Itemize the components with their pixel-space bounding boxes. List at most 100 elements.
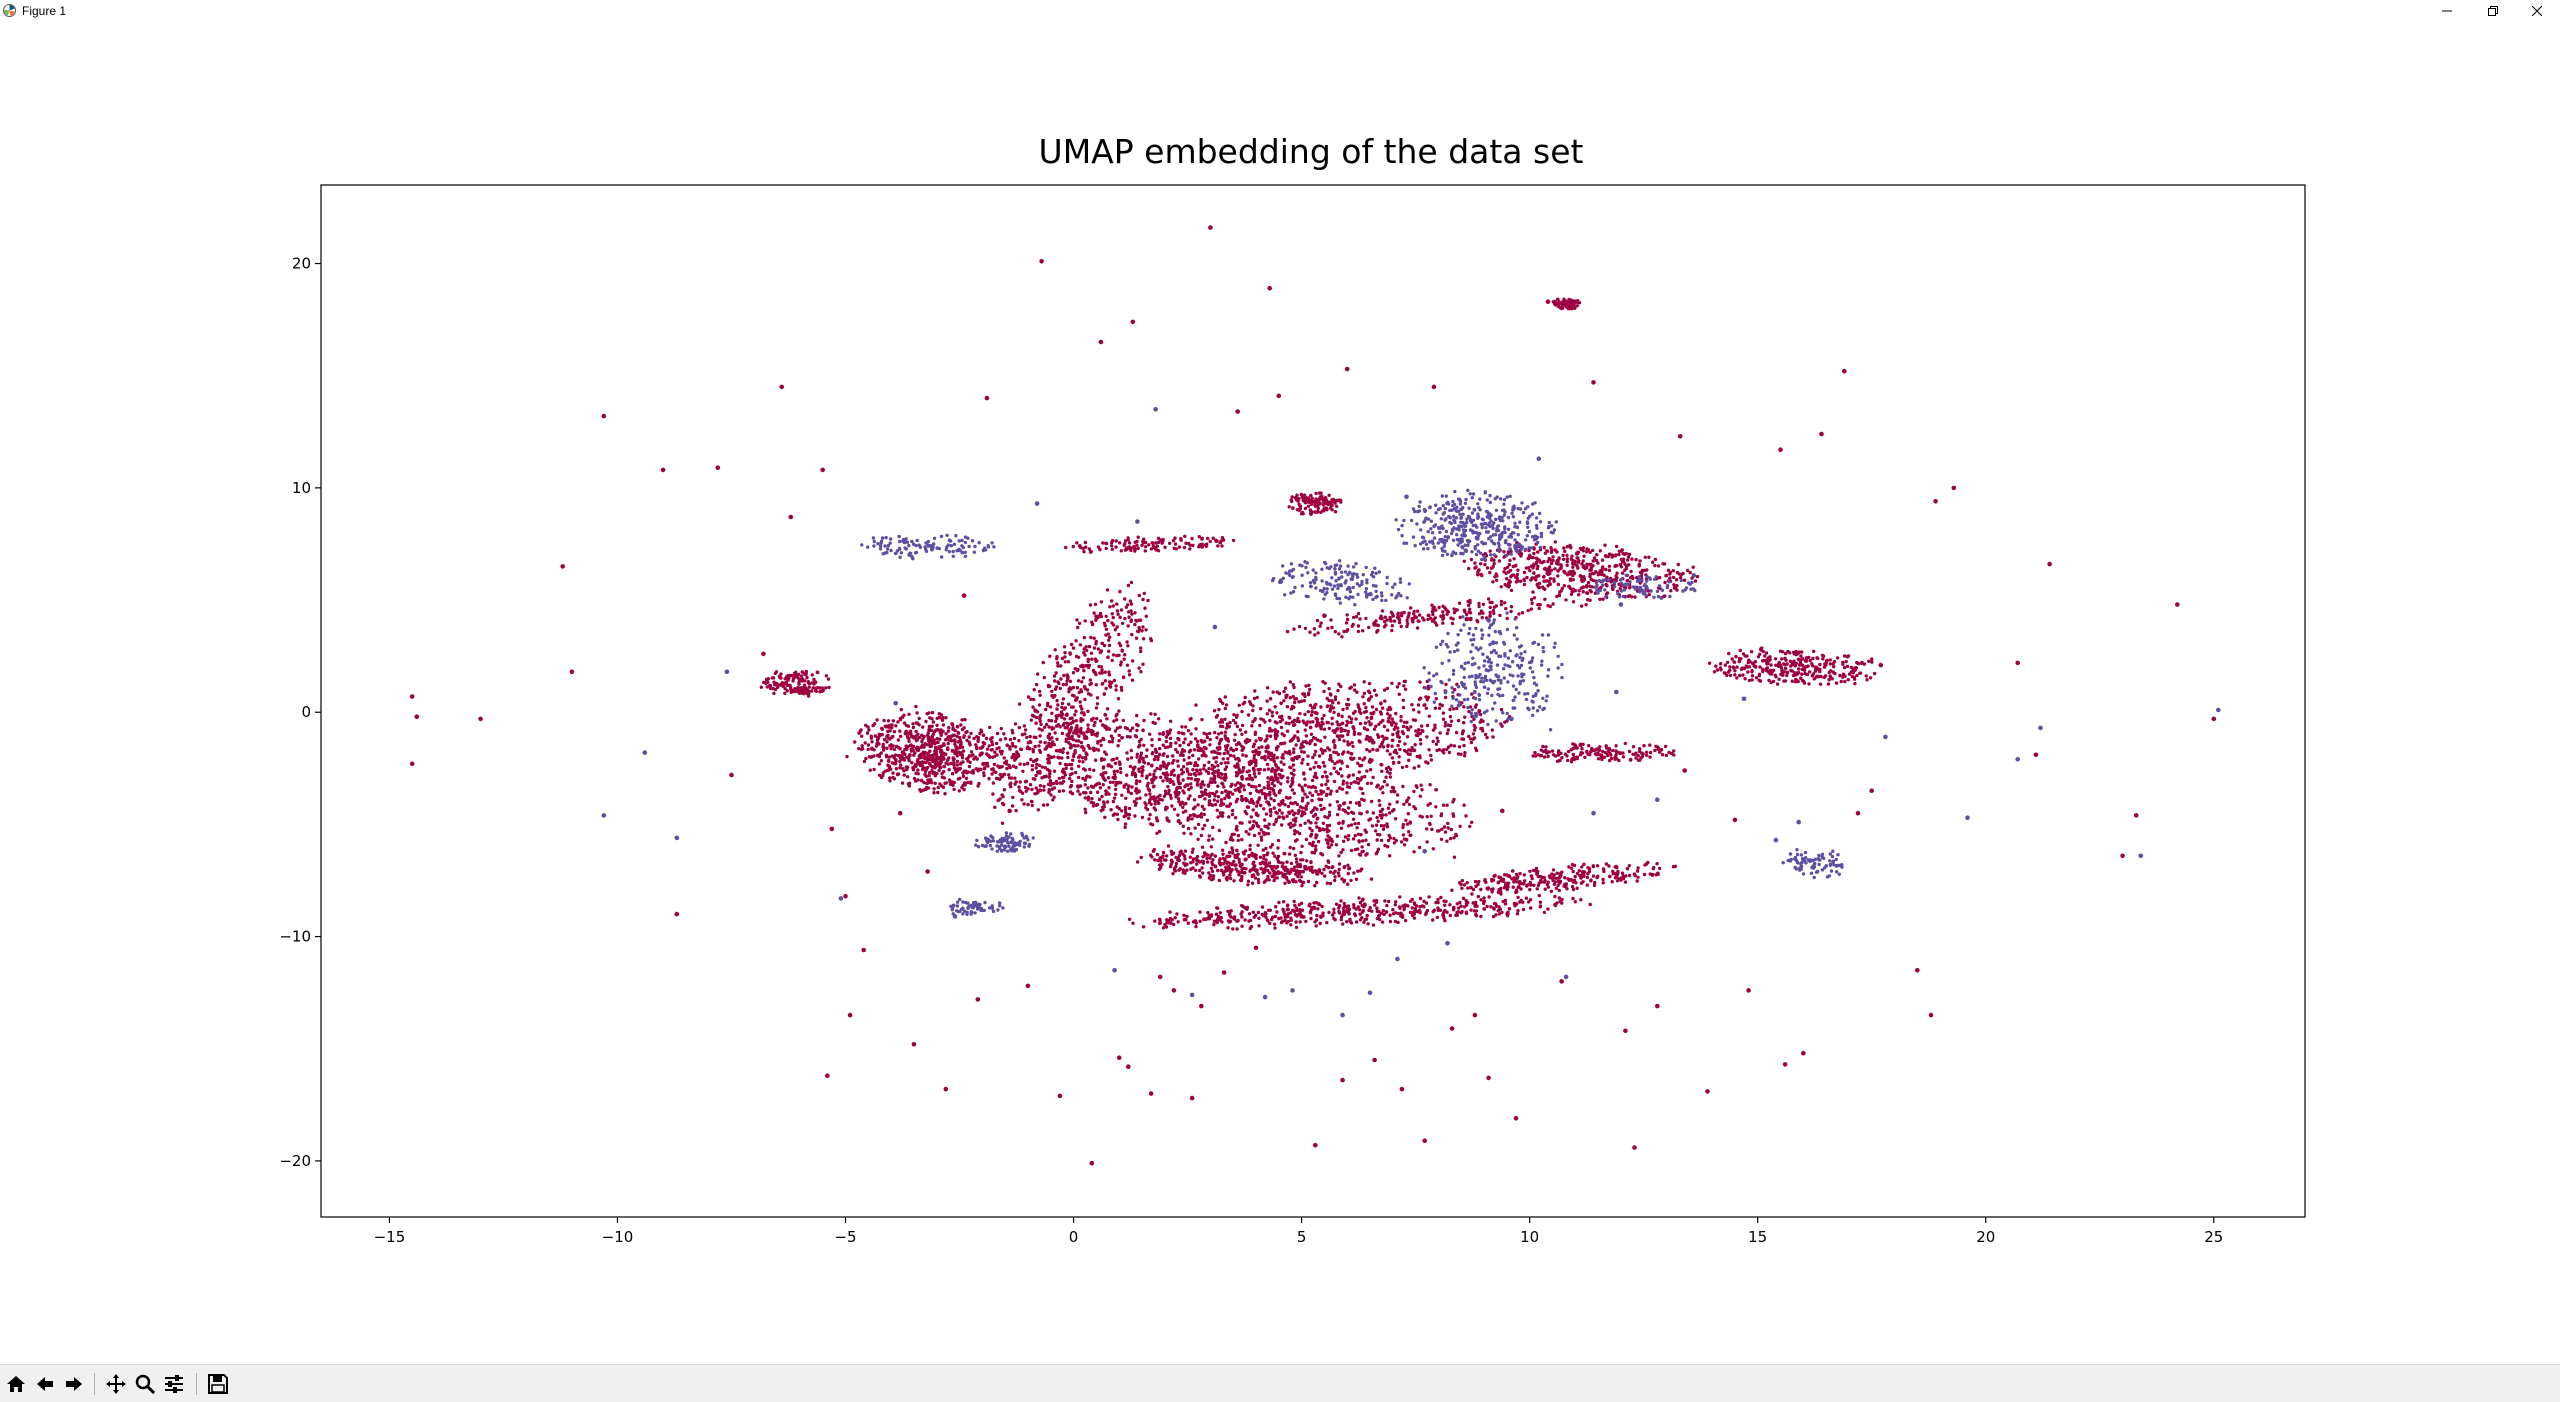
cluster-point [947, 768, 951, 772]
cluster-point [1294, 816, 1298, 820]
cluster-point [1369, 781, 1374, 785]
cluster-point [1176, 813, 1180, 817]
cluster-point [1367, 720, 1371, 724]
cluster-point [997, 746, 1001, 750]
cluster-point [1066, 755, 1070, 760]
cluster-point [1086, 798, 1091, 802]
cluster-point [1478, 712, 1483, 717]
cluster-point [1511, 869, 1515, 873]
cluster-point [1264, 846, 1268, 851]
cluster-point [935, 723, 939, 727]
cluster-point [1277, 808, 1282, 812]
cluster-point [1326, 704, 1330, 708]
cluster-point [1535, 871, 1540, 876]
cluster-point [1143, 606, 1147, 610]
cluster-point [1441, 913, 1445, 917]
cluster-point [1330, 759, 1334, 763]
cluster-point [1290, 720, 1294, 724]
cluster-point [1137, 625, 1141, 630]
cluster-point [1252, 833, 1257, 838]
cluster-point [1267, 861, 1272, 865]
cluster-point [1266, 755, 1271, 759]
cluster-point [1176, 775, 1180, 779]
cluster-point [1615, 571, 1619, 575]
cluster-point [1186, 728, 1191, 733]
cluster-point [1390, 744, 1394, 748]
cluster-point [1018, 789, 1023, 794]
cluster-point [1217, 732, 1221, 736]
cluster-point [1104, 752, 1109, 756]
cluster-point [1370, 738, 1375, 743]
minimize-icon [2442, 10, 2452, 12]
cluster-point [1241, 765, 1246, 770]
cluster-point [1334, 902, 1339, 906]
cluster-point [1074, 719, 1078, 723]
cluster-point [1404, 818, 1408, 822]
cluster-point [1400, 765, 1405, 770]
cluster-point [1310, 793, 1315, 798]
cluster-point [988, 755, 992, 759]
cluster-point [1172, 773, 1177, 777]
cluster-point [1104, 792, 1108, 796]
cluster-point [1420, 724, 1424, 728]
cluster-point [1035, 762, 1039, 767]
cluster-point [1352, 732, 1357, 737]
cluster-point [1037, 763, 1042, 768]
cluster-point [1444, 899, 1448, 904]
cluster-point [1077, 764, 1081, 768]
cluster-point [1062, 717, 1067, 721]
cluster-point [993, 750, 997, 754]
cluster-point [1268, 718, 1272, 723]
cluster-point [1062, 645, 1067, 649]
cluster-point [1117, 709, 1121, 713]
cluster-point [1569, 866, 1574, 870]
cluster-point [1106, 618, 1110, 623]
minimize-button[interactable] [2424, 0, 2470, 22]
cluster-point [1240, 903, 1244, 908]
cluster-point [1086, 744, 1091, 748]
cluster-point [1292, 768, 1296, 772]
cluster-point [824, 686, 828, 690]
cluster-point [1238, 728, 1243, 732]
cluster-point [1104, 771, 1108, 775]
cluster-point [1464, 901, 1469, 905]
cluster-point [1221, 811, 1225, 815]
cluster-point [1144, 793, 1148, 797]
close-button[interactable] [2514, 0, 2560, 22]
cluster-point [1084, 645, 1088, 649]
cluster-point [1387, 765, 1391, 769]
cluster-point [1282, 900, 1286, 904]
cluster-point [1102, 692, 1107, 696]
restore-button[interactable] [2470, 0, 2516, 22]
cluster-point [1145, 774, 1149, 778]
cluster-point [1351, 837, 1356, 841]
cluster-point [1108, 635, 1112, 639]
cluster-point [993, 805, 997, 809]
cluster-point [1582, 862, 1586, 866]
cluster-point [1326, 860, 1331, 864]
cluster-point [1412, 748, 1417, 752]
cluster-point [1286, 780, 1290, 784]
cluster-point [1198, 919, 1202, 923]
cluster-point [1391, 738, 1395, 742]
cluster-point [1446, 723, 1451, 727]
cluster-point [1135, 728, 1139, 733]
cluster-point [950, 772, 955, 776]
cluster-point [1635, 869, 1640, 873]
cluster-point [1135, 860, 1140, 864]
cluster-point [1159, 859, 1163, 863]
cluster-point [1275, 721, 1279, 725]
cluster-point [1102, 643, 1107, 648]
cluster-point [1362, 680, 1366, 684]
cluster-point [1420, 788, 1424, 792]
cluster-point [1095, 790, 1100, 794]
cluster-point [1149, 795, 1153, 800]
cluster-point [1262, 832, 1266, 837]
cluster-point [1261, 848, 1266, 852]
cluster-point [1101, 800, 1106, 804]
cluster-point [791, 679, 795, 683]
cluster-point [1148, 792, 1152, 796]
cluster-point [1158, 793, 1162, 798]
cluster-point [965, 738, 969, 742]
cluster-point [1316, 764, 1321, 769]
